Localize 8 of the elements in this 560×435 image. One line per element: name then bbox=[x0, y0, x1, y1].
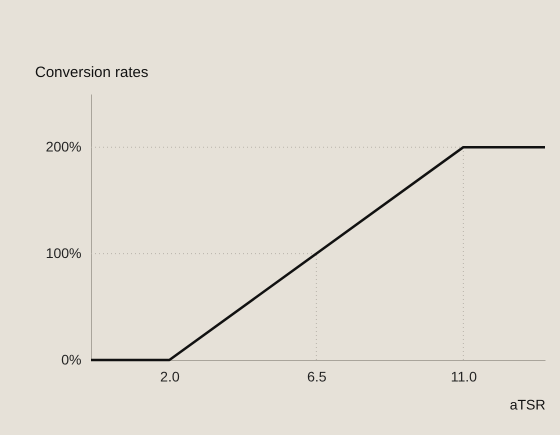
y-tick-label: 0% bbox=[61, 352, 82, 368]
chart-title: Conversion rates bbox=[35, 64, 148, 81]
x-tick-label: 2.0 bbox=[160, 368, 180, 384]
x-axis-title: aTSR bbox=[510, 396, 546, 412]
y-tick-label: 100% bbox=[46, 245, 82, 262]
y-tick-label: 200% bbox=[46, 138, 82, 155]
x-tick-label: 6.5 bbox=[307, 368, 327, 384]
x-tick-label: 11.0 bbox=[450, 368, 478, 384]
